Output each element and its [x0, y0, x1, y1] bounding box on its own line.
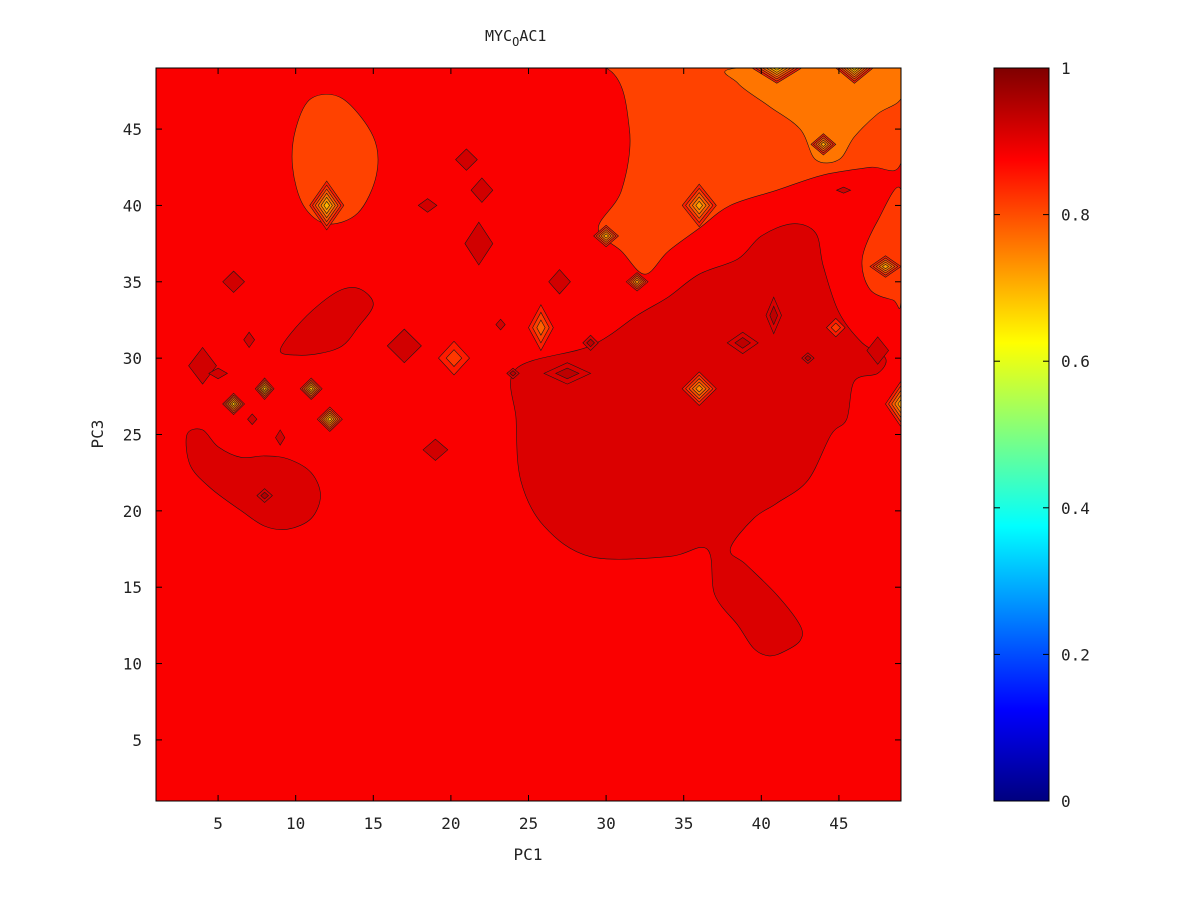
- chart-title: MYCOAC1: [485, 27, 546, 49]
- contour-peak: [881, 264, 890, 270]
- colorbar-tick-label: 0.6: [1061, 352, 1090, 371]
- title-subscript: O: [512, 35, 519, 49]
- y-axis-label: PC3: [88, 420, 107, 449]
- title-suffix: AC1: [519, 27, 546, 45]
- contour-peak: [603, 233, 610, 239]
- y-axis: 5 10 15 20 25 30 35 40 45: [123, 120, 901, 750]
- contour-region: [185, 428, 321, 530]
- colorbar-tick-label: 0.8: [1061, 206, 1090, 225]
- contour-regions: [185, 68, 901, 657]
- contour-peak: [470, 177, 494, 203]
- contour-peak: [897, 398, 901, 410]
- contour-peak: [247, 413, 258, 426]
- colorbar-gradient: [993, 67, 1050, 802]
- y-tick-label: 15: [123, 578, 142, 597]
- contour-peak: [308, 386, 314, 391]
- contour-peak: [536, 319, 546, 336]
- contour-peak: [554, 367, 580, 380]
- contour-peak: [222, 270, 245, 293]
- contour-peak: [327, 416, 333, 422]
- contour-peak: [695, 200, 703, 211]
- contour-peak: [275, 429, 286, 446]
- contour-peak: [769, 305, 778, 326]
- contour-peak: [548, 269, 571, 295]
- x-tick-label: 30: [596, 814, 615, 833]
- x-tick-label: 15: [364, 814, 383, 833]
- contour-peak: [243, 331, 255, 349]
- y-tick-label: 45: [123, 120, 142, 139]
- contour-region: [861, 186, 901, 309]
- contour-peak: [866, 336, 889, 365]
- y-tick-label: 10: [123, 655, 142, 674]
- contour-peak: [835, 186, 852, 194]
- plot-area: [155, 67, 902, 802]
- contour-peak: [634, 279, 640, 284]
- x-tick-label: 45: [829, 814, 848, 833]
- contour-peak: [455, 148, 478, 171]
- colorbar-tick-label: 0.2: [1061, 645, 1090, 664]
- y-tick-label: 30: [123, 349, 142, 368]
- contour-peak: [509, 370, 517, 377]
- contour-peak: [830, 322, 841, 333]
- contour-peak: [208, 367, 229, 380]
- contour-peak: [495, 318, 506, 331]
- svg-text:MYCOAC1: MYCOAC1: [485, 27, 546, 49]
- colorbar-tick-label: 0.4: [1061, 499, 1090, 518]
- contour-region: [291, 93, 379, 225]
- colorbar-ticks: 0 0.2 0.4 0.6 0.8 1: [994, 59, 1090, 811]
- y-tick-label: 40: [123, 196, 142, 215]
- contour-peak: [417, 198, 438, 213]
- contour-region: [724, 68, 901, 164]
- y-tick-label: 35: [123, 273, 142, 292]
- contour-peak: [772, 68, 781, 71]
- contour-peak: [851, 68, 858, 71]
- y-tick-label: 5: [132, 731, 142, 750]
- x-tick-label: 25: [519, 814, 538, 833]
- contour-peak: [464, 221, 494, 266]
- y-tick-label: 20: [123, 502, 142, 521]
- contour-peak: [323, 200, 330, 211]
- contour-peak: [820, 141, 827, 147]
- contour-peak: [422, 438, 449, 461]
- contour-peak: [231, 401, 236, 407]
- x-tick-label: 5: [213, 814, 223, 833]
- x-axis: 5 10 15 20 25 30 35 40 45: [213, 68, 849, 833]
- x-tick-label: 35: [674, 814, 693, 833]
- x-axis-label: PC1: [514, 845, 543, 864]
- contour-peak: [262, 386, 267, 391]
- colorbar: 0 0.2 0.4 0.6 0.8 1: [993, 59, 1090, 811]
- y-tick-label: 25: [123, 426, 142, 445]
- colorbar-tick-label: 0: [1061, 792, 1071, 811]
- contour-peak: [804, 355, 812, 362]
- contour-peak: [734, 337, 751, 349]
- contour-peak: [386, 328, 422, 364]
- x-tick-label: 40: [752, 814, 771, 833]
- contour-region: [279, 287, 374, 356]
- contour-peak: [260, 491, 269, 500]
- contour-peak: [188, 347, 217, 385]
- contour-peak: [445, 349, 463, 367]
- colorbar-tick-label: 1: [1061, 59, 1071, 78]
- x-tick-label: 10: [286, 814, 305, 833]
- contour-peak: [586, 338, 595, 348]
- contour-region: [510, 223, 887, 657]
- x-tick-label: 20: [441, 814, 460, 833]
- title-main: MYC: [485, 27, 512, 45]
- contour-peak: [695, 384, 704, 393]
